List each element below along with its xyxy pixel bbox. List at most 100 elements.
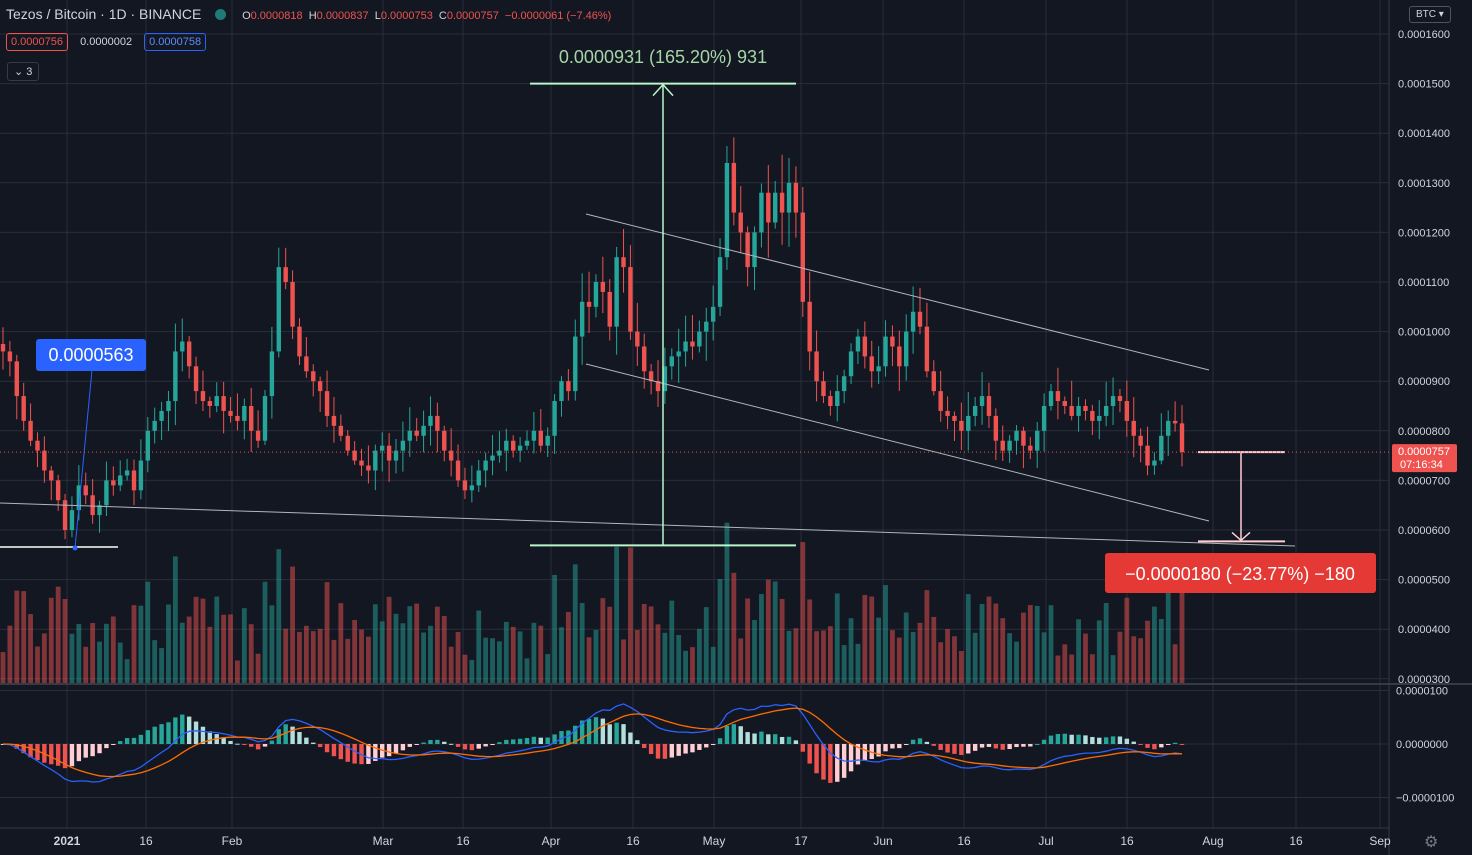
- candle-body: [1083, 406, 1088, 411]
- candle-body: [180, 341, 185, 352]
- macd-histogram-bar: [462, 744, 468, 750]
- macd-histogram-bar: [407, 744, 412, 747]
- macd-histogram-bar: [366, 744, 371, 764]
- macd-histogram-bar: [538, 737, 543, 744]
- candle-body: [517, 445, 523, 451]
- time-tick-label: Sep: [1369, 834, 1391, 848]
- volume-bar: [503, 621, 509, 683]
- currency-button[interactable]: BTC ▾: [1409, 6, 1451, 23]
- channel-lower-trendline: [585, 363, 1210, 522]
- volume-bar: [228, 614, 233, 683]
- indicators-collapse-button[interactable]: ⌄ 3: [7, 62, 40, 81]
- time-tick-label: Feb: [222, 834, 243, 848]
- volume-bar: [510, 626, 516, 683]
- volume-bar: [552, 574, 557, 683]
- candle-body: [352, 450, 357, 461]
- measure-up-label: 0.0000931 (165.20%) 931: [559, 47, 767, 67]
- volume-bar: [331, 639, 337, 683]
- candle-body: [214, 396, 219, 406]
- macd-histogram-bar: [1035, 743, 1040, 745]
- macd-histogram-bar: [1014, 744, 1019, 748]
- candle-body: [462, 480, 468, 491]
- volume-bar: [152, 640, 158, 683]
- macd-histogram-bar: [972, 744, 978, 751]
- candle-body: [193, 366, 199, 392]
- volume-bar: [855, 643, 861, 683]
- symbol-title[interactable]: Tezos / Bitcoin · 1D · BINANCE: [6, 6, 202, 22]
- volume-bar: [696, 628, 702, 683]
- macd-histogram-bar: [249, 744, 254, 747]
- candle-body: [655, 381, 661, 392]
- macd-histogram-bar: [883, 744, 888, 752]
- candle-body: [676, 351, 681, 357]
- macd-histogram-bar: [662, 744, 668, 759]
- macd-histogram-bar: [697, 744, 702, 750]
- candle-body: [883, 336, 888, 367]
- candle-body: [1000, 440, 1005, 451]
- volume-bar: [483, 637, 489, 683]
- volume-bar: [421, 632, 426, 683]
- price-tick-label: 0.0001200: [1398, 227, 1450, 239]
- macd-histogram-bar: [338, 744, 344, 760]
- volume-bar: [1096, 620, 1102, 683]
- candle-body: [455, 460, 461, 481]
- current-price-badge: [1392, 444, 1457, 473]
- volume-bar: [290, 566, 295, 683]
- candle-body: [924, 326, 930, 372]
- candle-body: [366, 465, 371, 471]
- candle-body: [814, 351, 819, 382]
- volume-bar: [572, 564, 578, 683]
- time-tick-label: 17: [794, 834, 808, 848]
- candle-body: [421, 425, 426, 436]
- volume-bar: [545, 654, 551, 683]
- candle-body: [49, 470, 54, 481]
- ask-button[interactable]: 0.0000758: [144, 33, 207, 51]
- macd-histogram-bar: [869, 744, 874, 760]
- candle-body: [731, 162, 737, 213]
- spread-value: 0.0000002: [80, 36, 133, 48]
- candle-body: [200, 391, 206, 402]
- volume-bar: [641, 603, 647, 683]
- macd-histogram-bar: [862, 744, 868, 761]
- gear-icon[interactable]: ⚙: [1424, 834, 1439, 851]
- candle-body: [7, 351, 13, 362]
- macd-histogram-bar: [959, 744, 964, 756]
- candle-body: [159, 410, 164, 421]
- macd-histogram-bar: [1083, 735, 1088, 744]
- measure-up-arrowhead: [652, 83, 674, 97]
- volume-bar: [628, 547, 633, 683]
- macd-histogram-bar: [1028, 744, 1033, 747]
- candle-body: [317, 381, 323, 392]
- macd-histogram-bar: [1179, 744, 1185, 745]
- bid-button[interactable]: 0.0000756: [6, 33, 68, 51]
- candle-body: [262, 396, 268, 441]
- volume-bar: [428, 625, 433, 683]
- volume-bar: [393, 613, 399, 683]
- time-tick-label: 16: [957, 834, 971, 848]
- macd-histogram-bar: [621, 724, 626, 744]
- candle-body: [938, 391, 943, 411]
- macd-histogram-bar: [111, 744, 116, 745]
- macd-histogram-bar: [311, 742, 316, 744]
- volume-bar: [1117, 631, 1123, 683]
- candle-body: [717, 257, 723, 307]
- macd-histogram-bar: [228, 740, 233, 744]
- candle-body: [614, 257, 619, 327]
- macd-histogram-bar: [352, 744, 357, 764]
- volume-bar: [600, 598, 606, 683]
- macd-histogram-bar: [76, 744, 82, 762]
- macd-histogram-bar: [607, 724, 612, 744]
- macd-histogram-bar: [586, 718, 592, 744]
- volume-bar: [283, 628, 289, 683]
- volume-bar: [110, 616, 116, 683]
- price-tick-label: 0.0001100: [1398, 277, 1449, 289]
- macd-histogram-bar: [490, 744, 495, 745]
- macd-histogram-bar: [83, 744, 88, 758]
- volume-bar: [1000, 618, 1006, 683]
- open-key: O: [242, 10, 251, 22]
- macd-histogram-bar: [517, 738, 523, 744]
- macd-line: [2, 703, 1183, 783]
- candle-body: [393, 450, 399, 461]
- volume-bar: [179, 622, 185, 683]
